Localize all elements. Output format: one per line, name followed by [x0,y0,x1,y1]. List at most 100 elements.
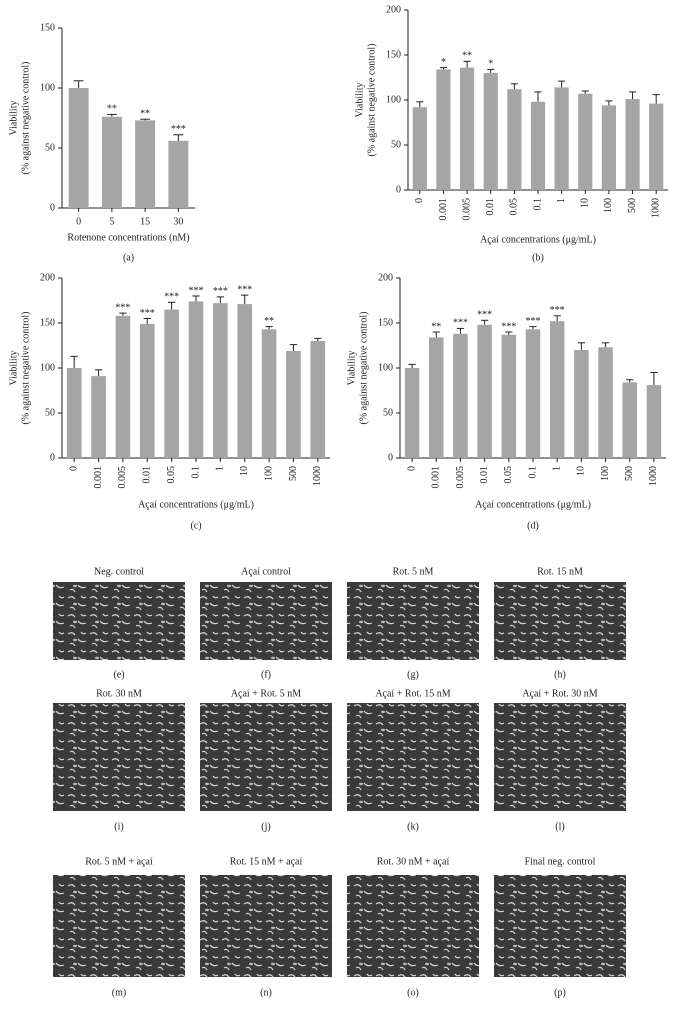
bar [135,120,156,208]
significance: ** [264,316,274,327]
y-tick-label: 100 [40,362,55,373]
x-tick-label: 5 [109,216,114,227]
y-tick-label: 150 [378,317,393,328]
bar [404,368,420,458]
x-tick-label: 0.001 [93,466,104,489]
x-tick-label: 100 [263,466,274,481]
image-label: (i) [114,821,123,832]
significance: *** [213,286,228,297]
x-tick-label: 0.01 [142,466,153,484]
x-axis-title: Rotenone concentrations (nM) [67,232,189,243]
x-tick-label: 0.05 [503,466,514,484]
significance: * [488,59,493,70]
y-tick-label: 50 [45,142,55,153]
y-tick-label: 0 [50,202,55,213]
x-tick-label: 10 [580,198,591,208]
bar [101,116,122,208]
bar [507,89,522,190]
bar [412,107,427,190]
panel-label: (d) [527,520,539,531]
significance: *** [526,316,541,327]
x-tick-label: 0.005 [461,198,472,221]
micrograph [53,875,185,977]
image-title: Neg. control [94,566,144,577]
y-tick-label: 0 [50,452,55,463]
y-tick-label: 50 [45,407,55,418]
panel-label: (c) [190,520,201,531]
y-tick-label: 150 [386,49,401,60]
panel-label: (a) [123,252,134,263]
significance: *** [237,284,252,295]
y-axis-title: (% against negative control) [366,43,377,156]
bar [578,93,593,190]
y-tick-label: 100 [378,362,393,373]
x-tick-label: 1 [551,466,562,471]
image-title: Rot. 30 nM [96,688,142,699]
x-tick-label: 0.005 [117,466,128,489]
significance: *** [453,318,468,329]
y-tick-label: 200 [386,4,401,15]
x-tick-label: 1000 [312,466,323,486]
significance: *** [115,302,130,313]
bar [213,303,228,458]
bar [477,324,492,458]
image-label: (e) [113,669,124,680]
micrograph [494,703,626,811]
image-label: (f) [261,669,271,680]
image-label: (h) [554,669,566,680]
x-tick-label: 0.05 [166,466,177,484]
x-tick-label: 500 [288,466,299,481]
bar [68,88,89,208]
y-tick-label: 50 [391,139,401,150]
image-title: Final neg. control [525,856,596,867]
image-title: Rot. 15 nM [537,566,583,577]
image-label: (k) [407,821,419,832]
bar [453,333,468,458]
image-title: Rot. 5 nM + açaí [85,856,153,867]
bar [261,329,277,458]
y-tick-label: 200 [40,272,55,283]
y-axis-title: (% against negative control) [358,311,369,424]
image-label: (l) [555,821,564,832]
image-title: Açaí + Rot. 30 nM [522,688,597,699]
micrograph [347,703,479,811]
bar [601,105,616,190]
bar [286,350,301,458]
significance: *** [140,308,155,319]
image-label: (g) [407,669,419,680]
bar [66,368,82,458]
image-title: Açaí control [241,566,291,577]
significance: * [441,57,446,68]
x-tick-label: 0.01 [485,198,496,216]
x-tick-label: 0.001 [438,198,449,221]
significance: *** [477,310,492,321]
x-tick-label: 1000 [650,198,661,218]
image-label: (o) [407,987,419,998]
bar [598,347,613,458]
y-axis-title: Viability [8,351,19,386]
micrograph [494,875,626,977]
bar [483,73,498,190]
bar [164,309,179,458]
y-tick-label: 0 [396,184,401,195]
x-tick-label: 100 [603,198,614,213]
bar [574,350,589,458]
bar [501,334,517,458]
panel-label: (b) [532,252,544,263]
significance: *** [550,305,565,316]
significance: ** [107,104,117,115]
micrograph [347,582,479,660]
bar [530,101,546,190]
y-tick-label: 100 [40,82,55,93]
bar [237,304,253,458]
bar [188,301,204,458]
bar [436,69,451,190]
x-tick-label: 0.001 [431,466,442,489]
x-tick-label: 1 [215,466,226,471]
image-title: Açaí + Rot. 5 nM [231,688,301,699]
micrograph [494,582,626,660]
image-label: (m) [112,987,126,998]
micrograph [200,875,332,977]
x-tick-label: 15 [140,216,150,227]
